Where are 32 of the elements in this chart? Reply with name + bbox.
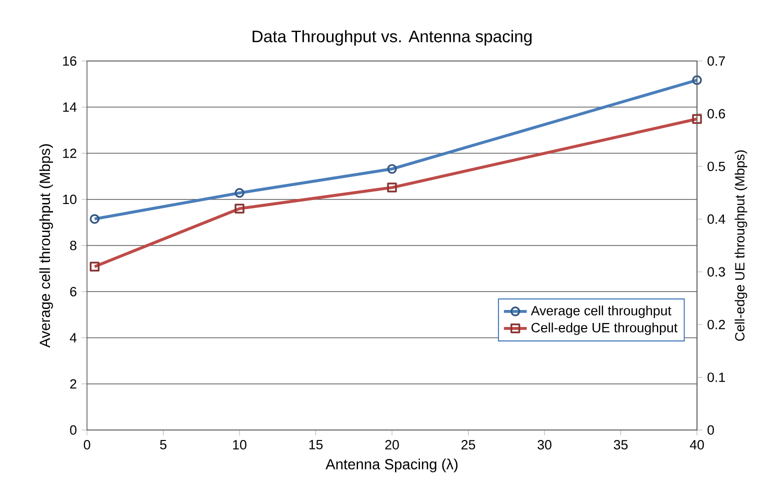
y2-tick-label: 0.3: [708, 267, 726, 277]
x-tick-label: 25: [462, 440, 476, 450]
x-axis-title: Antenna Spacing (λ): [326, 458, 458, 472]
legend-label: Average cell throughput: [530, 306, 672, 318]
y-axis-title: Average cell throughput (Mbps): [39, 144, 53, 348]
x-tick-label: 40: [690, 440, 704, 450]
x-tick-label: 0: [84, 440, 90, 450]
y2-tick-label: 0.4: [708, 214, 726, 224]
y-tick-label: 8: [70, 240, 76, 250]
y-tick-label: 14: [63, 102, 77, 112]
y-tick-label: 10: [63, 194, 76, 204]
chart-title: Data Throughput vs. Antenna spacing: [252, 30, 532, 46]
x-tick-label: 10: [233, 440, 246, 450]
legend-label: Cell-edge UE throughput: [532, 322, 678, 335]
y2-tick-label: 0.6: [708, 109, 726, 118]
y-tick-label: 2: [70, 379, 76, 389]
y2-tick-label: 0.2: [708, 320, 725, 330]
x-tick-label: 5: [160, 440, 166, 450]
x-tick-label: 30: [538, 440, 552, 450]
y-tick-label: 4: [70, 333, 77, 342]
y-tick-label: 0: [70, 425, 76, 435]
x-tick-label: 15: [309, 440, 323, 450]
y2-tick-label: 0.1: [708, 372, 725, 382]
y-tick-label: 16: [63, 56, 76, 66]
y-tick-label: 12: [63, 148, 76, 158]
y2-axis-title: Cell-edge UE throughput (Mbps): [734, 150, 748, 341]
y2-tick-label: 0.7: [708, 56, 725, 66]
y-tick-label: 6: [70, 286, 76, 296]
y2-tick-label: 0: [708, 425, 714, 435]
x-tick-label: 35: [614, 440, 628, 450]
y2-tick-label: 0.5: [708, 162, 726, 172]
x-tick-label: 20: [385, 440, 399, 450]
